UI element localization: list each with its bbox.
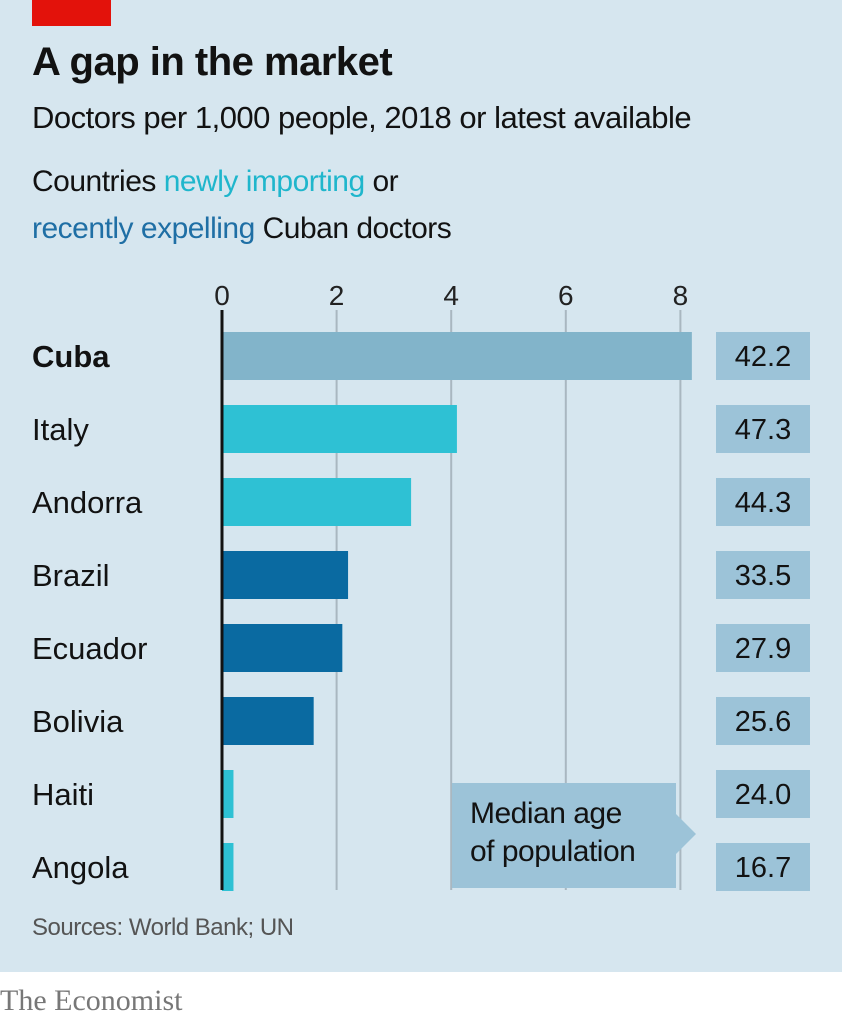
brand-logo: The Economist: [0, 984, 183, 1017]
median-age-value: 27.9: [735, 633, 791, 665]
bar-italy: [222, 405, 457, 453]
median-age-box: [716, 624, 810, 672]
category-label: Angola: [32, 850, 129, 885]
median-age-box: [716, 551, 810, 599]
median-age-callout: [452, 783, 676, 888]
median-age-value: 42.2: [735, 341, 791, 373]
median-age-value: 44.3: [735, 487, 791, 519]
legend-line-1: Countries newly importing or: [32, 158, 451, 205]
median-age-box: [716, 405, 810, 453]
category-label: Haiti: [32, 777, 94, 812]
callout-line-1: Median age: [470, 797, 622, 830]
median-age-value: 16.7: [735, 852, 791, 884]
legend-line-2: recently expelling Cuban doctors: [32, 205, 452, 252]
legend-recently-expelling: recently expelling: [32, 212, 255, 245]
legend-newly-importing: newly importing: [163, 165, 365, 198]
bar-angola: [222, 843, 234, 891]
x-tick-label: 4: [443, 280, 459, 311]
callout-text: Median age of population: [470, 795, 636, 871]
category-label: Andorra: [32, 485, 143, 520]
category-label: Cuba: [32, 339, 110, 374]
category-label: Brazil: [32, 558, 110, 593]
economist-red-tag: [32, 0, 111, 26]
median-age-box: [716, 770, 810, 818]
x-tick-label: 6: [558, 280, 574, 311]
callout-arrow-icon: [676, 814, 696, 854]
bar-brazil: [222, 551, 349, 599]
legend-suffix: Cuban doctors: [254, 212, 452, 245]
median-age-value: 33.5: [735, 560, 791, 592]
chart-panel: [0, 0, 842, 972]
bar-haiti: [222, 770, 234, 818]
bar-ecuador: [222, 624, 343, 672]
x-tick-label: 0: [214, 280, 230, 311]
category-label: Bolivia: [32, 704, 124, 739]
x-tick-label: 2: [329, 280, 345, 311]
callout-line-2: of population: [470, 835, 636, 868]
bar-andorra: [222, 478, 412, 526]
median-age-value: 47.3: [735, 414, 791, 446]
legend-mid: or: [364, 165, 399, 198]
x-tick-label: 8: [673, 280, 689, 311]
median-age-box: [716, 697, 810, 745]
median-age-value: 24.0: [735, 779, 791, 811]
median-age-box: [716, 843, 810, 891]
chart-title: A gap in the market: [32, 40, 393, 84]
category-label: Ecuador: [32, 631, 147, 666]
median-age-box: [716, 332, 810, 380]
bar-cuba: [222, 332, 692, 380]
bar-bolivia: [222, 697, 314, 745]
bar-chart: 0 2 4 6 8 Cuba 42.2 Italy 47.3 Andorra 44.3 Brazil 3…: [32, 280, 810, 891]
chart-subtitle: Doctors per 1,000 people, 2018 or latest…: [32, 100, 692, 135]
legend: Countries newly importing or recently ex…: [32, 158, 452, 252]
source-note: Sources: World Bank; UN: [32, 914, 294, 941]
median-age-box: [716, 478, 810, 526]
median-age-value: 25.6: [735, 706, 791, 738]
legend-prefix: Countries: [32, 165, 164, 198]
category-label: Italy: [32, 412, 89, 447]
